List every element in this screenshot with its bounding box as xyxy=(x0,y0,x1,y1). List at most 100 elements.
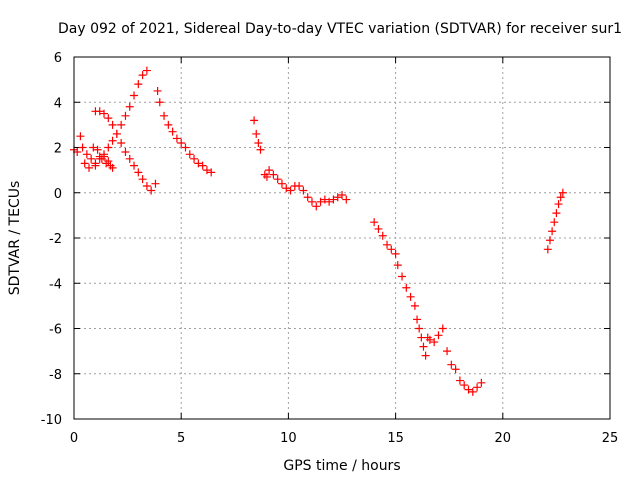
x-axis-label: GPS time / hours xyxy=(283,458,400,474)
data-point xyxy=(198,161,207,170)
y-tick-label: 4 xyxy=(54,96,62,111)
data-point xyxy=(265,166,274,175)
data-point xyxy=(194,159,203,168)
data-point xyxy=(393,261,402,270)
data-point xyxy=(468,387,477,396)
data-point xyxy=(413,315,422,324)
data-point xyxy=(303,193,312,202)
data-point xyxy=(125,154,134,163)
data-point xyxy=(138,175,147,184)
y-tick-label: -2 xyxy=(49,232,62,247)
data-point xyxy=(95,107,104,116)
data-point xyxy=(320,195,329,204)
data-point xyxy=(142,66,151,75)
data-point xyxy=(370,218,379,227)
data-point xyxy=(85,163,94,172)
data-point xyxy=(153,86,162,95)
y-axis-label: SDTVAR / TECUs xyxy=(7,181,23,296)
data-point xyxy=(295,181,304,190)
series-seg-c xyxy=(91,66,151,170)
data-point xyxy=(164,120,173,129)
data-point xyxy=(430,338,439,347)
data-point xyxy=(185,150,194,159)
data-point xyxy=(117,120,126,129)
data-point xyxy=(307,197,316,206)
y-tick-label: -8 xyxy=(49,368,62,383)
data-point xyxy=(138,71,147,80)
data-point xyxy=(434,331,443,340)
data-point xyxy=(190,154,199,163)
data-point xyxy=(410,301,419,310)
data-point xyxy=(76,132,85,141)
data-point xyxy=(312,202,321,211)
data-point xyxy=(338,191,346,200)
x-tick-label: 0 xyxy=(70,431,78,446)
data-point xyxy=(398,272,407,281)
y-tick-label: -10 xyxy=(41,413,62,428)
data-point xyxy=(93,145,102,154)
data-point xyxy=(543,245,552,254)
y-tick-label: 0 xyxy=(54,187,62,202)
y-tick-label: 6 xyxy=(54,51,62,66)
data-point xyxy=(425,335,434,344)
data-point xyxy=(202,166,211,175)
data-point xyxy=(455,376,464,385)
x-tick-label: 25 xyxy=(602,431,619,446)
data-point xyxy=(277,179,286,188)
y-tick-label: -4 xyxy=(49,277,62,292)
data-point xyxy=(329,195,338,204)
data-point xyxy=(556,193,565,202)
data-point xyxy=(130,91,139,100)
data-point xyxy=(121,148,130,157)
data-point xyxy=(112,129,121,138)
data-point xyxy=(256,145,265,154)
data-point xyxy=(104,114,113,123)
series-seg-f xyxy=(260,166,351,211)
data-point xyxy=(125,102,134,111)
data-point xyxy=(460,381,469,390)
data-point xyxy=(82,150,91,159)
data-point xyxy=(447,360,456,369)
data-point xyxy=(177,138,186,147)
data-point xyxy=(443,347,452,356)
data-point xyxy=(89,143,98,152)
data-point xyxy=(252,129,261,138)
data-point xyxy=(142,181,151,190)
data-point xyxy=(473,383,482,392)
data-point xyxy=(254,138,263,147)
data-point xyxy=(108,163,117,172)
data-point xyxy=(374,224,383,233)
data-point xyxy=(117,138,126,147)
y-tick-label: 2 xyxy=(54,142,62,157)
data-point xyxy=(477,378,486,387)
y-tick-label: -6 xyxy=(49,323,62,338)
data-point xyxy=(342,195,351,204)
data-point xyxy=(269,170,278,179)
data-point xyxy=(387,245,396,254)
data-point xyxy=(402,283,411,292)
series-seg-e xyxy=(250,116,265,154)
x-tick-label: 5 xyxy=(177,431,185,446)
data-point xyxy=(316,197,325,206)
data-point xyxy=(421,351,430,360)
data-point xyxy=(299,186,308,195)
data-point xyxy=(104,143,113,152)
data-point xyxy=(383,240,392,249)
series-seg-d xyxy=(153,86,216,177)
data-point xyxy=(438,324,447,333)
data-point xyxy=(273,175,282,184)
data-point xyxy=(552,209,561,218)
data-point xyxy=(286,186,295,195)
grid-layer xyxy=(74,57,610,419)
data-point xyxy=(415,324,424,333)
series-seg-g xyxy=(370,218,486,396)
data-point xyxy=(172,134,181,143)
data-point xyxy=(160,111,169,120)
data-point xyxy=(451,365,460,374)
data-point xyxy=(464,385,473,394)
data-point xyxy=(333,193,342,202)
data-point xyxy=(80,159,89,168)
data-point xyxy=(100,150,109,159)
